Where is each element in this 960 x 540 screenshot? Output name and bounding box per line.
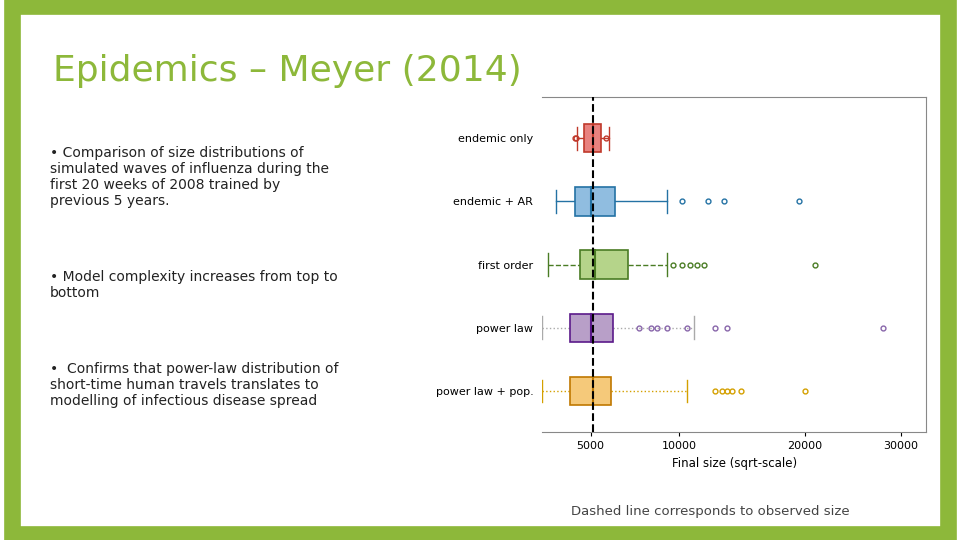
X-axis label: Final size (sqrt-scale): Final size (sqrt-scale) xyxy=(672,457,797,470)
Bar xyxy=(575,187,615,215)
Text: • Model complexity increases from top to
bottom: • Model complexity increases from top to… xyxy=(50,270,338,300)
Bar xyxy=(584,124,601,152)
Bar xyxy=(570,377,612,405)
Text: •  Confirms that power-law distribution of
short-time human travels translates t: • Confirms that power-law distribution o… xyxy=(50,362,339,408)
Text: • Comparison of size distributions of
simulated waves of influenza during the
fi: • Comparison of size distributions of si… xyxy=(50,146,329,208)
Text: Dashed line corresponds to observed size: Dashed line corresponds to observed size xyxy=(571,505,850,518)
Text: Epidemics – Meyer (2014): Epidemics – Meyer (2014) xyxy=(53,54,521,88)
Bar xyxy=(570,314,613,342)
Bar xyxy=(580,251,628,279)
